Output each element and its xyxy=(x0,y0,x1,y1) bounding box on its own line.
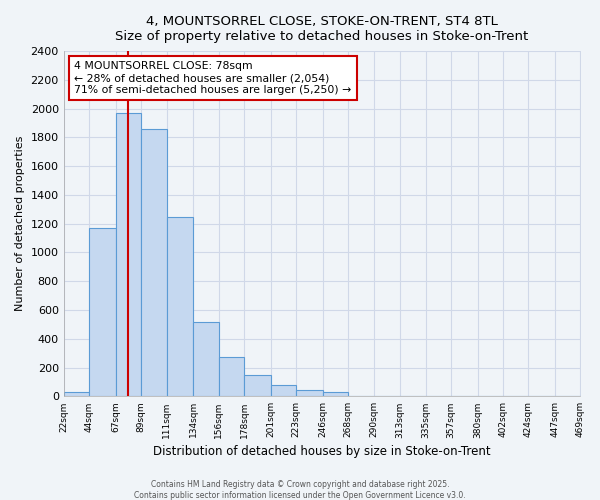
Bar xyxy=(89,228,116,396)
X-axis label: Distribution of detached houses by size in Stoke-on-Trent: Distribution of detached houses by size … xyxy=(153,444,491,458)
Bar xyxy=(271,385,296,396)
Y-axis label: Number of detached properties: Number of detached properties xyxy=(15,136,25,312)
Bar xyxy=(116,113,141,397)
Text: 4 MOUNTSORREL CLOSE: 78sqm
← 28% of detached houses are smaller (2,054)
71% of s: 4 MOUNTSORREL CLOSE: 78sqm ← 28% of deta… xyxy=(74,62,351,94)
Bar xyxy=(141,129,167,396)
Bar xyxy=(218,358,244,397)
Title: 4, MOUNTSORREL CLOSE, STOKE-ON-TRENT, ST4 8TL
Size of property relative to detac: 4, MOUNTSORREL CLOSE, STOKE-ON-TRENT, ST… xyxy=(115,15,529,43)
Bar xyxy=(296,390,323,396)
Bar xyxy=(64,392,89,396)
Bar xyxy=(193,322,218,396)
Bar xyxy=(167,216,193,396)
Bar xyxy=(244,376,271,396)
Bar xyxy=(323,392,348,396)
Text: Contains HM Land Registry data © Crown copyright and database right 2025.
Contai: Contains HM Land Registry data © Crown c… xyxy=(134,480,466,500)
